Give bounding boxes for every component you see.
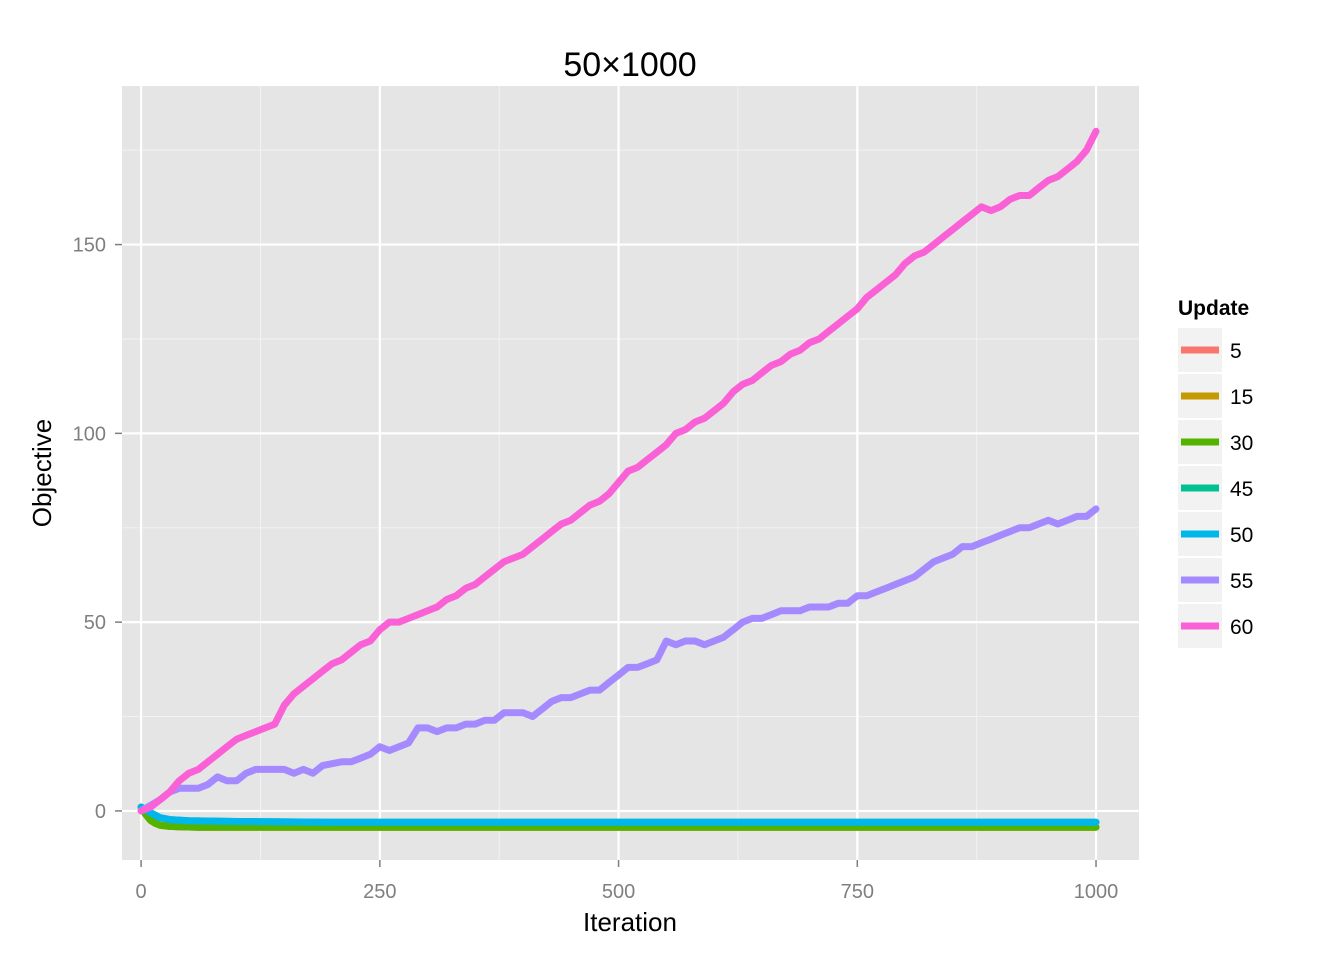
series-line-60 xyxy=(137,127,1100,815)
x-axis-title: Iteration xyxy=(583,907,677,937)
legend-label-15: 15 xyxy=(1230,386,1253,409)
x-tick-label: 500 xyxy=(602,881,635,903)
x-tick-label: 1000 xyxy=(1074,881,1119,903)
x-tick-label: 750 xyxy=(841,881,874,903)
grid-major xyxy=(122,86,1139,860)
legend-title: Update xyxy=(1178,297,1249,320)
y-tick-label: 50 xyxy=(84,612,106,634)
y-axis: 0 50 100 150 xyxy=(73,235,122,823)
x-axis: 0 250 500 750 1000 xyxy=(136,860,1119,903)
legend-label-45: 45 xyxy=(1230,478,1253,501)
series-line-55 xyxy=(137,505,1100,815)
series-line-50 xyxy=(137,803,1100,826)
legend-label-5: 5 xyxy=(1230,340,1242,363)
series-line-30 xyxy=(137,803,1100,831)
legend-label-60: 60 xyxy=(1230,616,1253,639)
legend-label-55: 55 xyxy=(1230,570,1253,593)
x-tick-label: 250 xyxy=(363,881,396,903)
series-layer xyxy=(137,127,1100,831)
x-tick-label: 0 xyxy=(136,881,147,903)
legend-label-30: 30 xyxy=(1230,432,1253,455)
legend-label-50: 50 xyxy=(1230,524,1253,547)
y-axis-title: Objective xyxy=(27,419,57,527)
y-tick-label: 0 xyxy=(95,801,106,823)
chart-title: 50×1000 xyxy=(563,46,696,84)
y-tick-label: 100 xyxy=(73,423,106,445)
legend: Update 5 15 30 45 50 55 60 xyxy=(1178,297,1253,648)
y-tick-label: 150 xyxy=(73,235,106,257)
